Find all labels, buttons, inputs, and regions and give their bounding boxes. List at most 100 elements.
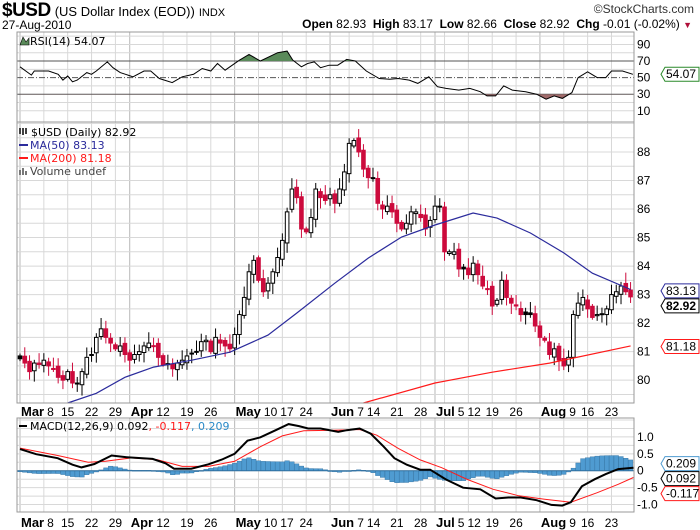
- x-axis-label: 24: [300, 405, 314, 419]
- candle-body: [528, 312, 533, 316]
- candle: [184, 348, 190, 370]
- x-axis-label: Jun: [331, 515, 354, 530]
- candle-body: [17, 355, 23, 360]
- high-label: High: [372, 17, 400, 31]
- candle: [447, 249, 452, 256]
- candle-body: [218, 339, 223, 344]
- x-axis-label: 12: [156, 516, 170, 530]
- price-tick-label: 87: [637, 173, 651, 187]
- candle: [551, 342, 557, 366]
- x-axis-label: 15: [61, 516, 75, 530]
- ma50-line: [67, 212, 631, 404]
- x-axis-label: Mar: [21, 404, 44, 419]
- candle: [370, 167, 376, 182]
- candle: [79, 368, 85, 396]
- macd-histogram-bar: [108, 465, 114, 471]
- x-axis-label: 19: [486, 405, 500, 419]
- x-axis-label: 10: [264, 516, 278, 530]
- candle-body: [532, 313, 538, 327]
- ma200-value-label: 81.18: [666, 340, 696, 354]
- candle-body: [375, 177, 381, 204]
- macd-histogram-bar: [289, 461, 295, 471]
- candle: [103, 320, 109, 344]
- high-value: 83.17: [402, 17, 433, 31]
- x-axis-label: 8: [47, 405, 54, 419]
- candle: [46, 357, 51, 376]
- macd-histogram-bar: [480, 470, 486, 477]
- candle: [74, 376, 80, 392]
- candle: [17, 353, 23, 362]
- candle-body: [365, 167, 371, 179]
- x-axis-label: 5: [458, 516, 465, 530]
- candle-body: [628, 289, 633, 298]
- candle: [165, 354, 171, 370]
- candle: [189, 348, 195, 364]
- candle-body: [108, 337, 113, 344]
- quote-summary: Open 82.93 High 83.17 Low 82.66 Close 82…: [302, 18, 692, 30]
- candle: [299, 191, 304, 238]
- candle: [380, 200, 385, 219]
- open-value: 82.93: [336, 17, 367, 31]
- x-axis-label: May: [236, 404, 262, 419]
- candle-body: [404, 222, 409, 230]
- rsi-tick-label: 10: [637, 104, 651, 118]
- macd-histogram-bar: [504, 470, 510, 476]
- panel-border: [16, 417, 635, 513]
- macd-histogram-bar: [260, 461, 266, 471]
- candle: [375, 171, 381, 211]
- ma200-line: [363, 345, 631, 404]
- x-axis-label: 17: [280, 516, 294, 530]
- rsi-tick-label: 50: [637, 71, 651, 85]
- candle: [70, 362, 75, 389]
- candle: [556, 342, 562, 372]
- macd-histogram-bar: [251, 459, 257, 471]
- candle: [136, 344, 142, 362]
- ma200-value-label-box: [660, 339, 700, 355]
- x-axis-label: 12: [156, 405, 170, 419]
- candle: [418, 204, 423, 222]
- candle-body: [356, 137, 361, 153]
- candle: [108, 333, 113, 353]
- rsi-tick-label: 70: [637, 54, 651, 68]
- candle: [32, 359, 37, 382]
- macd-histogram-bar: [499, 470, 505, 478]
- candle: [122, 337, 128, 363]
- rsi-value-label-box: [660, 66, 700, 82]
- last-close-label: 82.92: [666, 299, 696, 313]
- macd-histogram-bar: [256, 460, 262, 471]
- candle-body: [456, 248, 462, 270]
- macd-tick-label: 0: [637, 464, 644, 478]
- macd-histogram-bar: [227, 464, 233, 471]
- candle: [384, 195, 390, 215]
- macd-histogram-bar: [608, 455, 614, 471]
- candle: [84, 347, 90, 379]
- candle: [294, 179, 299, 204]
- candle-body: [227, 343, 233, 350]
- candle: [27, 355, 32, 380]
- candle-body: [136, 351, 142, 356]
- macd-histogram-bar: [418, 470, 424, 481]
- candle: [194, 340, 199, 355]
- candle: [470, 256, 476, 282]
- candle: [513, 294, 519, 311]
- candle: [98, 317, 104, 340]
- candle: [260, 269, 266, 297]
- candle-body: [113, 344, 118, 350]
- candle-body: [289, 188, 295, 210]
- macd-histogram-bar: [489, 470, 495, 479]
- candle-body: [384, 205, 390, 213]
- macd-histogram-bar: [84, 470, 90, 475]
- candle: [542, 335, 548, 343]
- candle-body: [571, 314, 576, 358]
- macd-histogram-bar: [580, 458, 586, 471]
- candle-body: [475, 263, 481, 276]
- macd-histogram-bar: [628, 459, 634, 471]
- candle: [241, 286, 247, 319]
- macd-histogram-bar: [236, 460, 242, 471]
- candle: [356, 129, 361, 158]
- candle: [342, 163, 347, 196]
- candle-body: [380, 204, 385, 210]
- macd-hist-value-label-box: [660, 456, 700, 472]
- macd-histogram-bar: [380, 470, 386, 478]
- candle-body: [594, 314, 600, 317]
